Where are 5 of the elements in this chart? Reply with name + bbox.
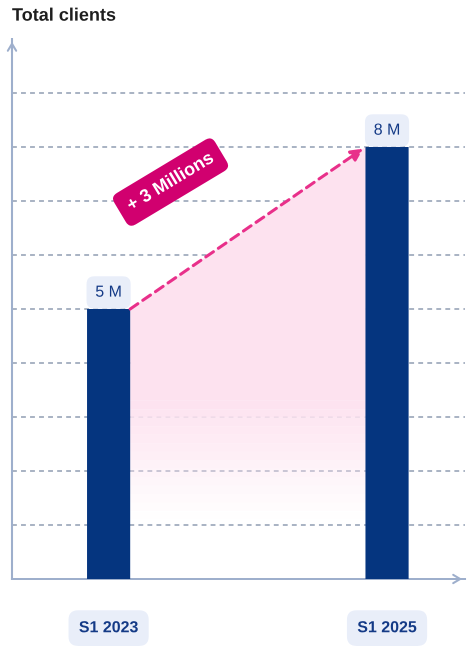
data-label: 8 M [374,124,400,135]
data-label: 5 M [96,286,121,297]
x-tick-label: S1 2025 [358,621,416,632]
chart-title: Total clients [12,8,116,21]
x-tick-label: S1 2023 [79,621,138,632]
